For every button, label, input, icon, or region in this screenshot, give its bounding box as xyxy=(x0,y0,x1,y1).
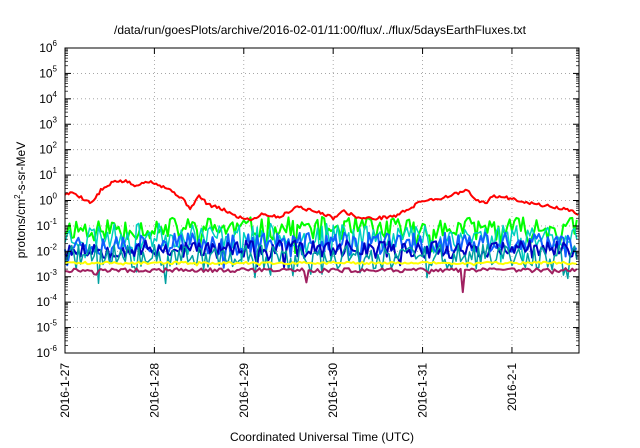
y-tick-label: 100 xyxy=(39,192,57,208)
y-tick-label: 105 xyxy=(39,64,57,80)
series-line xyxy=(64,260,577,267)
y-tick-label: 104 xyxy=(39,90,57,106)
y-tick-label: 101 xyxy=(39,166,57,182)
axis-ticks xyxy=(64,47,579,354)
y-tick-label: 102 xyxy=(39,141,57,157)
x-tick-label: 2016-1-31 xyxy=(416,363,430,418)
series-line xyxy=(64,239,578,269)
y-tick-label: 10-2 xyxy=(37,242,58,258)
y-axis-label: protons/cm2-s-sr-MeV xyxy=(13,142,28,258)
y-tick-label: 10-5 xyxy=(37,319,58,335)
y-tick-label: 10-4 xyxy=(37,293,58,309)
y-tick-label: 103 xyxy=(39,115,57,131)
chart-title: /data/run/goesPlots/archive/2016-02-01/1… xyxy=(114,23,527,37)
series-line xyxy=(64,222,578,264)
series-layer xyxy=(64,179,579,294)
x-tick-label: 2016-1-30 xyxy=(326,363,340,418)
x-tick-labels: 2016-1-27 2016-1-28 2016-1-29 2016-1-30 2016… xyxy=(58,363,519,418)
x-tick-label: 2016-1-28 xyxy=(147,363,161,418)
x-tick-label: 2016-1-29 xyxy=(237,363,251,418)
y-tick-label: 106 xyxy=(39,39,57,55)
series-line xyxy=(64,179,579,222)
x-axis-label: Coordinated Universal Time (UTC) xyxy=(230,430,414,444)
y-tick-label: 10-6 xyxy=(37,344,58,360)
y-tick-label: 10-3 xyxy=(37,268,58,284)
grid-lines xyxy=(65,48,579,353)
x-tick-label: 2016-1-27 xyxy=(58,363,72,418)
y-tick-labels: 10-6 10-5 10-4 10-3 10-2 10-1 100 101 102 103 104 1… xyxy=(37,39,58,360)
series-line xyxy=(64,231,578,269)
x-tick-label: 2016-2-1 xyxy=(505,363,519,411)
series-line xyxy=(64,267,578,294)
y-tick-label: 10-1 xyxy=(37,217,58,233)
